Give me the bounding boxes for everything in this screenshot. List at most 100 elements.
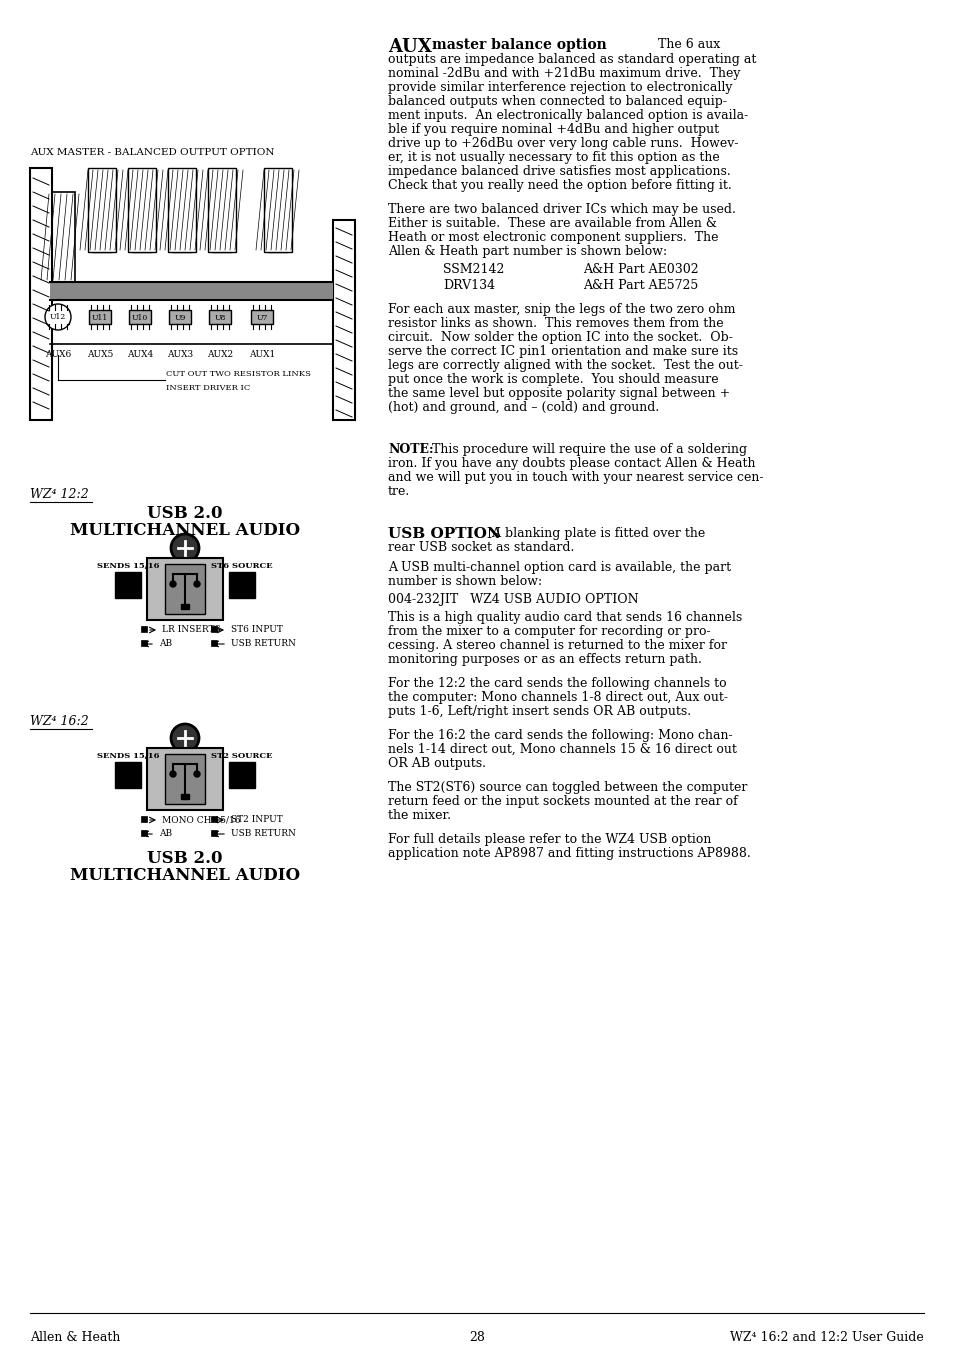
Text: balanced outputs when connected to balanced equip-: balanced outputs when connected to balan… <box>388 95 726 108</box>
Bar <box>333 220 355 420</box>
Text: rear USB socket as standard.: rear USB socket as standard. <box>388 540 574 554</box>
Text: master balance option: master balance option <box>432 38 606 51</box>
Circle shape <box>170 771 175 777</box>
Text: For the 12:2 the card sends the following channels to: For the 12:2 the card sends the followin… <box>388 677 726 690</box>
Text: (hot) and ground, and – (cold) and ground.: (hot) and ground, and – (cold) and groun… <box>388 401 659 413</box>
Text: outputs are impedance balanced as standard operating at: outputs are impedance balanced as standa… <box>388 53 756 66</box>
Text: serve the correct IC pin1 orientation and make sure its: serve the correct IC pin1 orientation an… <box>388 345 738 358</box>
Text: OR AB outputs.: OR AB outputs. <box>388 757 485 770</box>
Text: Heath or most electronic component suppliers.  The: Heath or most electronic component suppl… <box>388 231 718 245</box>
Text: The ST2(ST6) source can toggled between the computer: The ST2(ST6) source can toggled between … <box>388 781 746 794</box>
Text: There are two balanced driver ICs which may be used.: There are two balanced driver ICs which … <box>388 203 735 216</box>
Text: CUT OUT TWO RESISTOR LINKS: CUT OUT TWO RESISTOR LINKS <box>166 370 311 378</box>
Text: circuit.  Now solder the option IC into the socket.  Ob-: circuit. Now solder the option IC into t… <box>388 331 732 345</box>
Text: INSERT DRIVER IC: INSERT DRIVER IC <box>166 384 250 392</box>
Bar <box>169 309 191 324</box>
Text: MULTICHANNEL AUDIO: MULTICHANNEL AUDIO <box>70 521 300 539</box>
Text: 004-232JIT   WZ4 USB AUDIO OPTION: 004-232JIT WZ4 USB AUDIO OPTION <box>388 593 638 607</box>
Text: tre.: tre. <box>388 485 410 499</box>
Bar <box>115 571 141 598</box>
Bar <box>89 309 111 324</box>
Text: This procedure will require the use of a soldering: This procedure will require the use of a… <box>428 443 746 457</box>
Bar <box>115 762 141 788</box>
Text: Allen & Heath part number is shown below:: Allen & Heath part number is shown below… <box>388 245 666 258</box>
Text: AUX6: AUX6 <box>45 350 71 359</box>
Circle shape <box>45 304 71 330</box>
Bar <box>208 168 235 253</box>
Circle shape <box>171 724 199 753</box>
Text: ST2 SOURCE: ST2 SOURCE <box>211 753 273 761</box>
Text: 28: 28 <box>469 1331 484 1344</box>
Text: and we will put you in touch with your nearest service cen-: and we will put you in touch with your n… <box>388 471 762 484</box>
Text: resistor links as shown.  This removes them from the: resistor links as shown. This removes th… <box>388 317 723 330</box>
Bar <box>181 794 189 798</box>
Text: drive up to +26dBu over very long cable runs.  Howev-: drive up to +26dBu over very long cable … <box>388 136 738 150</box>
Bar <box>132 222 152 253</box>
Bar <box>229 571 254 598</box>
Bar <box>30 168 52 420</box>
Bar <box>49 192 75 282</box>
Text: USB RETURN: USB RETURN <box>231 639 295 648</box>
Circle shape <box>171 534 199 562</box>
Text: put once the work is complete.  You should measure: put once the work is complete. You shoul… <box>388 373 718 386</box>
Bar <box>141 830 147 836</box>
Text: U10: U10 <box>132 313 148 322</box>
Text: ment inputs.  An electronically balanced option is availa-: ment inputs. An electronically balanced … <box>388 109 747 122</box>
Bar <box>211 816 216 821</box>
Text: cessing. A stereo channel is returned to the mixer for: cessing. A stereo channel is returned to… <box>388 639 726 653</box>
Text: U8: U8 <box>214 313 226 322</box>
Text: AUX4: AUX4 <box>127 350 153 359</box>
Bar <box>50 282 333 300</box>
Text: ST6 SOURCE: ST6 SOURCE <box>211 562 273 570</box>
Text: WZ⁴ 16:2 and 12:2 User Guide: WZ⁴ 16:2 and 12:2 User Guide <box>729 1331 923 1344</box>
Bar <box>181 604 189 609</box>
Bar <box>165 563 205 613</box>
Text: Check that you really need the option before fitting it.: Check that you really need the option be… <box>388 178 731 192</box>
Bar <box>172 222 192 253</box>
Text: A&H Part AE5725: A&H Part AE5725 <box>582 280 698 292</box>
Text: For the 16:2 the card sends the following: Mono chan-: For the 16:2 the card sends the followin… <box>388 730 732 742</box>
Text: number is shown below:: number is shown below: <box>388 576 541 588</box>
Text: puts 1-6, Left/right insert sends OR AB outputs.: puts 1-6, Left/right insert sends OR AB … <box>388 705 690 717</box>
Text: impedance balanced drive satisfies most applications.: impedance balanced drive satisfies most … <box>388 165 730 178</box>
Text: legs are correctly aligned with the socket.  Test the out-: legs are correctly aligned with the sock… <box>388 359 742 372</box>
Bar <box>165 754 205 804</box>
Circle shape <box>193 581 200 586</box>
Bar <box>141 626 147 632</box>
Text: U11: U11 <box>91 313 108 322</box>
Text: The 6 aux: The 6 aux <box>645 38 720 51</box>
Text: Either is suitable.  These are available from Allen &: Either is suitable. These are available … <box>388 218 717 230</box>
Bar <box>91 222 112 253</box>
Text: ble if you require nominal +4dBu and higher output: ble if you require nominal +4dBu and hig… <box>388 123 719 136</box>
Bar <box>209 309 231 324</box>
Text: For full details please refer to the WZ4 USB option: For full details please refer to the WZ4… <box>388 834 711 846</box>
Bar <box>229 762 254 788</box>
Text: AUX: AUX <box>388 38 432 55</box>
Bar <box>211 640 216 646</box>
Text: provide similar interference rejection to electronically: provide similar interference rejection t… <box>388 81 732 95</box>
Text: er, it is not usually necessary to fit this option as the: er, it is not usually necessary to fit t… <box>388 151 719 163</box>
Text: the computer: Mono channels 1-8 direct out, Aux out-: the computer: Mono channels 1-8 direct o… <box>388 690 727 704</box>
Text: USB 2.0: USB 2.0 <box>147 505 222 521</box>
Text: AUX1: AUX1 <box>249 350 274 359</box>
Text: AB: AB <box>159 830 172 839</box>
Bar <box>128 168 156 253</box>
Bar <box>251 309 273 324</box>
Text: U9: U9 <box>174 313 186 322</box>
Text: AB: AB <box>159 639 172 648</box>
Text: monitoring purposes or as an effects return path.: monitoring purposes or as an effects ret… <box>388 653 701 666</box>
Bar <box>141 640 147 646</box>
Text: USB OPTION: USB OPTION <box>388 527 500 540</box>
Text: Allen & Heath: Allen & Heath <box>30 1331 120 1344</box>
Text: MULTICHANNEL AUDIO: MULTICHANNEL AUDIO <box>70 867 300 884</box>
Circle shape <box>193 771 200 777</box>
Text: the same level but opposite polarity signal between +: the same level but opposite polarity sig… <box>388 386 729 400</box>
Text: application note AP8987 and fitting instructions AP8988.: application note AP8987 and fitting inst… <box>388 847 750 861</box>
Text: the mixer.: the mixer. <box>388 809 451 821</box>
Text: AUX3: AUX3 <box>167 350 193 359</box>
Text: U12: U12 <box>50 313 66 322</box>
Text: USB RETURN: USB RETURN <box>231 830 295 839</box>
Text: For each aux master, snip the legs of the two zero ohm: For each aux master, snip the legs of th… <box>388 303 735 316</box>
Text: MONO CH 15/16: MONO CH 15/16 <box>162 816 240 824</box>
Text: iron. If you have any doubts please contact Allen & Heath: iron. If you have any doubts please cont… <box>388 457 755 470</box>
